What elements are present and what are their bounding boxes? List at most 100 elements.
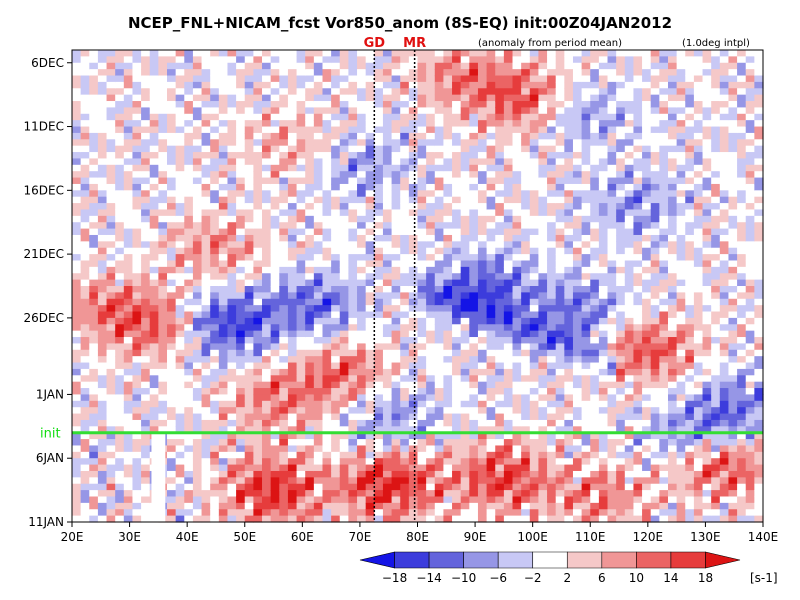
field-cell	[512, 419, 522, 427]
field-cell	[607, 101, 617, 109]
field-cell	[547, 94, 557, 102]
field-cell	[642, 375, 652, 383]
field-cell	[477, 515, 488, 523]
field-cell	[572, 177, 583, 185]
field-cell	[486, 356, 496, 364]
field-cell	[374, 56, 384, 64]
field-cell	[426, 215, 436, 223]
field-cell	[279, 305, 289, 313]
field-cell	[564, 254, 574, 262]
field-cell	[581, 464, 591, 472]
field-cell	[633, 470, 643, 478]
field-cell	[296, 81, 306, 89]
field-cell	[581, 381, 591, 389]
field-cell	[391, 509, 401, 517]
field-cell	[477, 132, 488, 140]
field-cell	[564, 164, 574, 172]
field-cell	[348, 113, 358, 121]
field-cell	[633, 107, 643, 115]
field-cell	[132, 152, 142, 160]
field-cell	[434, 152, 445, 160]
field-cell	[616, 426, 626, 434]
field-cell	[244, 120, 254, 128]
field-cell	[521, 343, 531, 351]
field-cell	[158, 407, 168, 415]
field-cell	[132, 247, 142, 255]
field-cell	[650, 145, 660, 153]
field-cell	[529, 62, 540, 70]
field-cell	[287, 464, 298, 472]
field-cell	[123, 509, 134, 517]
field-cell	[97, 222, 108, 230]
field-cell	[460, 203, 470, 211]
field-cell	[279, 266, 289, 274]
field-cell	[434, 234, 445, 242]
field-cell	[201, 286, 211, 293]
field-cell	[495, 515, 505, 523]
field-cell	[547, 266, 557, 274]
field-cell	[305, 330, 315, 338]
field-cell	[80, 228, 90, 236]
field-cell	[616, 190, 626, 198]
field-cell	[486, 432, 496, 440]
field-cell	[175, 286, 185, 293]
field-cell	[521, 349, 531, 357]
field-cell	[331, 426, 341, 434]
field-cell	[115, 56, 125, 64]
field-cell	[192, 477, 203, 485]
field-cell	[296, 254, 306, 262]
field-cell	[503, 183, 514, 191]
field-cell	[417, 375, 427, 383]
field-cell	[184, 101, 194, 109]
field-cell	[452, 490, 462, 498]
field-cell	[572, 113, 583, 121]
field-cell	[339, 190, 349, 198]
field-cell	[590, 222, 600, 230]
field-cell	[287, 490, 298, 498]
field-cell	[443, 496, 453, 504]
field-cell	[650, 101, 660, 109]
field-cell	[495, 388, 505, 396]
field-cell	[469, 337, 479, 345]
field-cell	[477, 470, 488, 478]
field-cell	[348, 177, 358, 185]
field-cell	[270, 241, 280, 249]
field-cell	[555, 305, 565, 313]
field-cell	[365, 209, 375, 217]
field-cell	[123, 75, 134, 83]
field-cell	[210, 56, 220, 64]
field-cell	[296, 426, 306, 434]
field-cell	[616, 470, 626, 478]
field-cell	[547, 183, 557, 191]
field-cell	[469, 470, 479, 478]
field-cell	[184, 451, 194, 459]
field-cell	[210, 266, 220, 274]
field-cell	[477, 451, 488, 459]
field-cell	[607, 88, 617, 96]
field-cell	[650, 126, 660, 134]
field-cell	[296, 305, 306, 313]
field-cell	[512, 445, 522, 453]
field-cell	[374, 362, 384, 370]
field-cell	[296, 439, 306, 447]
field-cell	[80, 317, 90, 325]
field-cell	[253, 203, 263, 211]
field-cell	[642, 419, 652, 427]
field-cell	[192, 451, 203, 459]
field-cell	[564, 407, 574, 415]
field-cell	[279, 349, 289, 357]
field-cell	[400, 145, 410, 153]
field-cell	[115, 362, 125, 370]
field-cell	[529, 375, 540, 383]
field-cell	[72, 88, 82, 96]
field-cell	[624, 464, 635, 472]
field-cell	[400, 445, 410, 453]
field-cell	[287, 203, 298, 211]
field-cell	[339, 81, 349, 89]
field-cell	[598, 88, 609, 96]
field-cell	[97, 509, 108, 517]
field-cell	[616, 196, 626, 204]
field-cell	[331, 375, 341, 383]
field-cell	[633, 298, 643, 306]
field-cell	[331, 470, 341, 478]
